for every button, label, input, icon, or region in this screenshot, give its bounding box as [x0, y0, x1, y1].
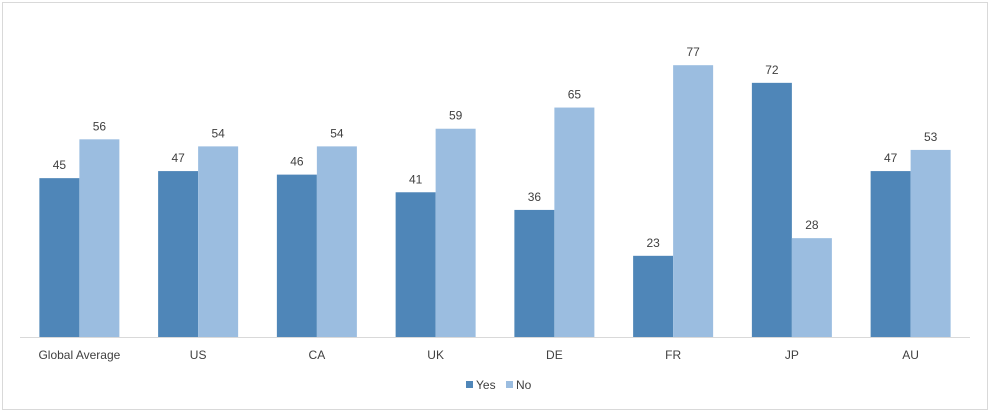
bar-yes-0	[39, 178, 80, 337]
bar-yes-7	[870, 171, 911, 337]
bar-no-4	[554, 107, 595, 337]
bar-yes-2	[276, 174, 317, 337]
data-label-no-5: 77	[686, 45, 700, 59]
category-label-6: JP	[785, 348, 799, 362]
bar-no-1	[198, 146, 239, 337]
bar-no-6	[791, 238, 832, 337]
data-label-no-7: 53	[924, 130, 938, 144]
bar-yes-6	[751, 82, 792, 337]
category-label-3: UK	[427, 348, 444, 362]
legend-label-no: No	[516, 378, 532, 392]
data-label-yes-7: 47	[884, 151, 898, 165]
data-label-no-1: 54	[211, 126, 225, 140]
bar-yes-3	[395, 192, 436, 337]
data-label-yes-3: 41	[409, 172, 423, 186]
legend-label-yes: Yes	[476, 378, 496, 392]
bar-no-5	[673, 65, 714, 337]
legend-swatch-no	[506, 381, 513, 388]
data-label-no-0: 56	[93, 119, 107, 133]
data-label-no-3: 59	[449, 109, 463, 123]
data-label-yes-4: 36	[528, 190, 542, 204]
bar-yes-1	[158, 171, 199, 337]
data-label-yes-1: 47	[171, 151, 185, 165]
bar-no-7	[910, 149, 951, 337]
bar-yes-4	[514, 209, 555, 337]
bars-layer	[39, 65, 951, 337]
legend-swatch-yes	[466, 381, 473, 388]
data-label-yes-5: 23	[646, 236, 660, 250]
legend: Yes No	[466, 378, 532, 392]
bar-yes-5	[633, 255, 674, 337]
category-label-4: DE	[546, 348, 563, 362]
data-label-yes-2: 46	[290, 155, 304, 169]
category-label-1: US	[190, 348, 207, 362]
bar-no-3	[435, 128, 476, 337]
category-label-0: Global Average	[38, 348, 120, 362]
data-label-yes-6: 72	[765, 63, 779, 77]
data-label-no-4: 65	[568, 88, 582, 102]
data-label-no-2: 54	[330, 126, 344, 140]
bar-no-2	[316, 146, 357, 337]
data-label-no-6: 28	[805, 218, 819, 232]
bar-no-0	[79, 139, 120, 337]
category-label-2: CA	[309, 348, 326, 362]
category-labels-layer: Global Average US CA UK DE FR JP AU	[38, 348, 919, 362]
data-labels-layer: 45 56 47 54 46 54 41 59 36 65 23 77 72 28 47 53	[53, 45, 938, 250]
category-label-7: AU	[902, 348, 919, 362]
data-label-yes-0: 45	[53, 158, 67, 172]
category-label-5: FR	[665, 348, 681, 362]
